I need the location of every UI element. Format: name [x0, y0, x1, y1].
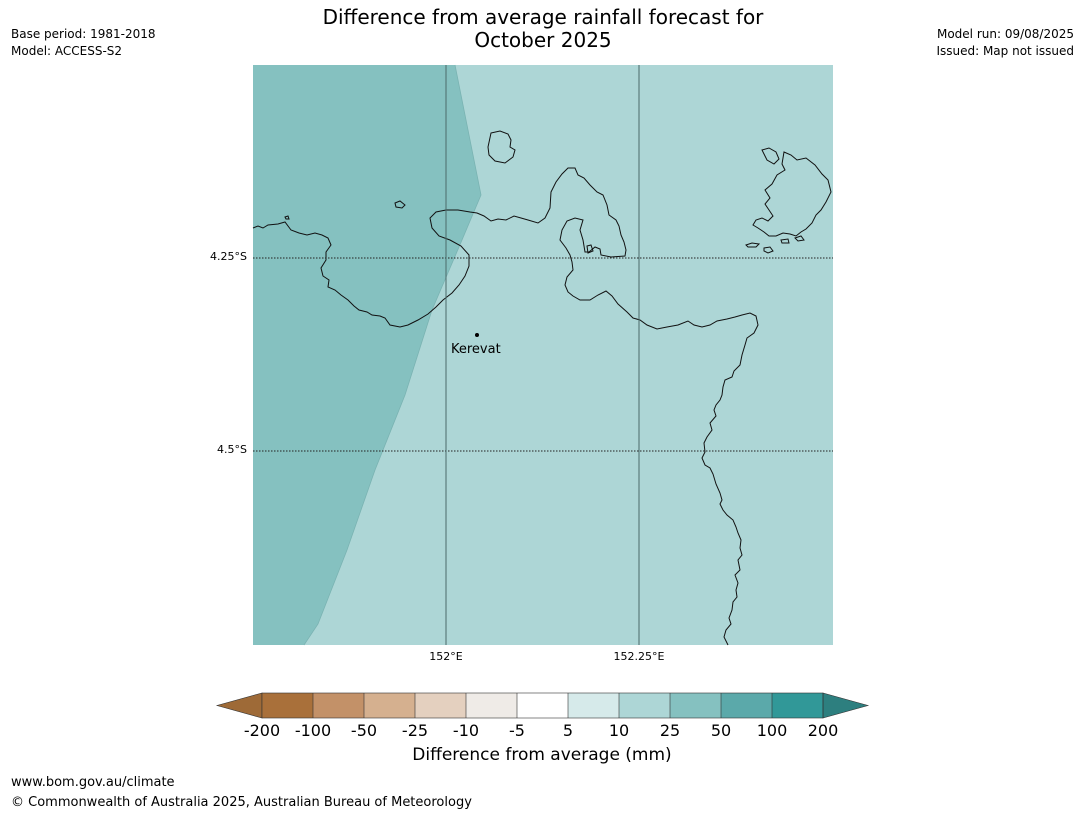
meta-left: Base period: 1981-2018 Model: ACCESS-S2 [11, 26, 156, 60]
coastline-islet-b [284, 215, 290, 220]
colorbar-tick-label: -50 [350, 721, 378, 740]
colorbar-title: Difference from average (mm) [412, 745, 672, 765]
colorbar-bin-3 [364, 693, 415, 718]
coastline-islands-northeast [745, 147, 832, 254]
coastline-islet-c [586, 244, 594, 254]
colorbar-dividers [312, 693, 773, 718]
colorbar-bin-4 [415, 693, 466, 718]
colorbar-bin-10 [721, 693, 772, 718]
longitude-label-152: 152°E [429, 650, 463, 663]
latitude-label-4-25: 4.25°S [210, 250, 247, 263]
colorbar-tick-label: -100 [294, 721, 332, 740]
map-title-line2: October 2025 [474, 28, 612, 52]
graticule [253, 65, 833, 645]
longitude-label-152-25: 152.25°E [613, 650, 665, 663]
colorbar-tick-label: 200 [807, 721, 839, 740]
colorbar-bin-5 [466, 693, 517, 718]
meta-right: Model run: 09/08/2025 Issued: Map not is… [936, 26, 1074, 60]
colorbar-tick-label: -25 [401, 721, 429, 740]
map-panel [253, 64, 833, 646]
coastline-small-island-north [487, 130, 516, 164]
colorbar-tick-label: -5 [509, 721, 525, 740]
region-25-to-50 [253, 65, 481, 645]
colorbar-frame [261, 692, 824, 719]
model-run-text: Model run: 09/08/2025 [936, 27, 1074, 41]
coastline-west-bay [252, 167, 759, 646]
coastline-islet-a [394, 200, 406, 209]
colorbar [215, 692, 870, 719]
colorbar-tick-label: -200 [243, 721, 281, 740]
colorbar-bin-9 [670, 693, 721, 718]
footer-copyright: © Commonwealth of Australia 2025, Austra… [11, 795, 472, 810]
model-text: Model: ACCESS-S2 [11, 44, 123, 58]
town-marker-kerevat [475, 333, 479, 337]
colorbar-tick-label: 5 [562, 721, 574, 740]
colorbar-bin-11 [772, 693, 823, 718]
colorbar-bin-2 [313, 693, 364, 718]
colorbar-extend-high [822, 692, 870, 719]
latitude-label-4-5: 4.5°S [217, 443, 247, 456]
colorbar-bin-8 [619, 693, 670, 718]
colorbar-tick-label: 50 [710, 721, 732, 740]
colorbar-tick-label: 25 [659, 721, 681, 740]
colorbar-extend-low [215, 692, 263, 719]
colorbar-tick-label: -10 [452, 721, 480, 740]
colorbar-tick-label: 10 [608, 721, 630, 740]
town-label-kerevat: Kerevat [451, 342, 501, 357]
colorbar-bin-1 [262, 693, 313, 718]
map-title-line1: Difference from average rainfall forecas… [322, 5, 764, 29]
map-title: Difference from average rainfall forecas… [243, 6, 843, 52]
region-boundary [303, 64, 482, 646]
issued-text: Issued: Map not issued [936, 44, 1074, 58]
colorbar-tick-label: 100 [756, 721, 788, 740]
colorbar-bin-6 [517, 693, 568, 718]
base-period-text: Base period: 1981-2018 [11, 27, 156, 41]
coastlines [252, 130, 832, 646]
colorbar-bin-7 [568, 693, 619, 718]
footer-url: www.bom.gov.au/climate [11, 775, 175, 790]
